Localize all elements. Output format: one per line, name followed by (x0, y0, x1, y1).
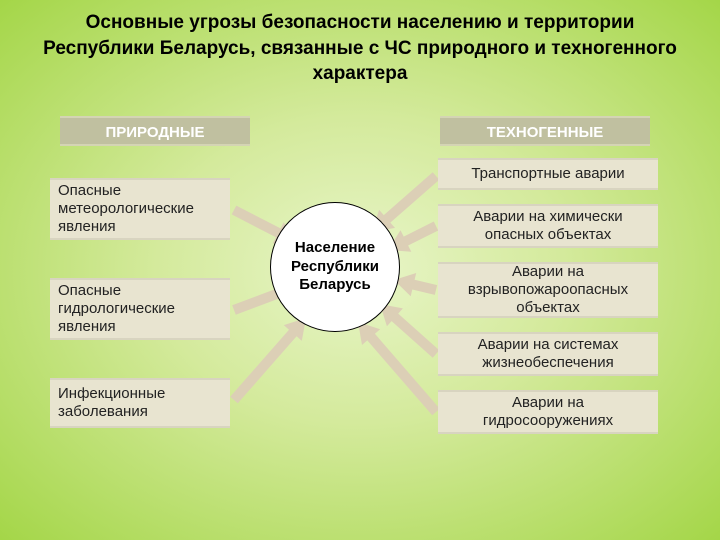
page-title: Основные угрозы безопасности населению и… (0, 0, 720, 95)
right-item-3: Аварии на системах жизнеобеспечения (438, 332, 658, 376)
left-item-0: Опасные метеорологические явления (50, 178, 230, 240)
center-node: Население Республики Беларусь (270, 202, 400, 332)
header-technogenic: ТЕХНОГЕННЫЕ (440, 116, 650, 146)
right-item-0: Транспортные аварии (438, 158, 658, 190)
right-item-2: Аварии на взрывопожароопасных объектах (438, 262, 658, 318)
right-item-1: Аварии на химически опасных объектах (438, 204, 658, 248)
left-item-1: Опасные гидрологические явления (50, 278, 230, 340)
right-item-4: Аварии на гидросооружениях (438, 390, 658, 434)
left-item-2: Инфекционные заболевания (50, 378, 230, 428)
header-natural: ПРИРОДНЫЕ (60, 116, 250, 146)
